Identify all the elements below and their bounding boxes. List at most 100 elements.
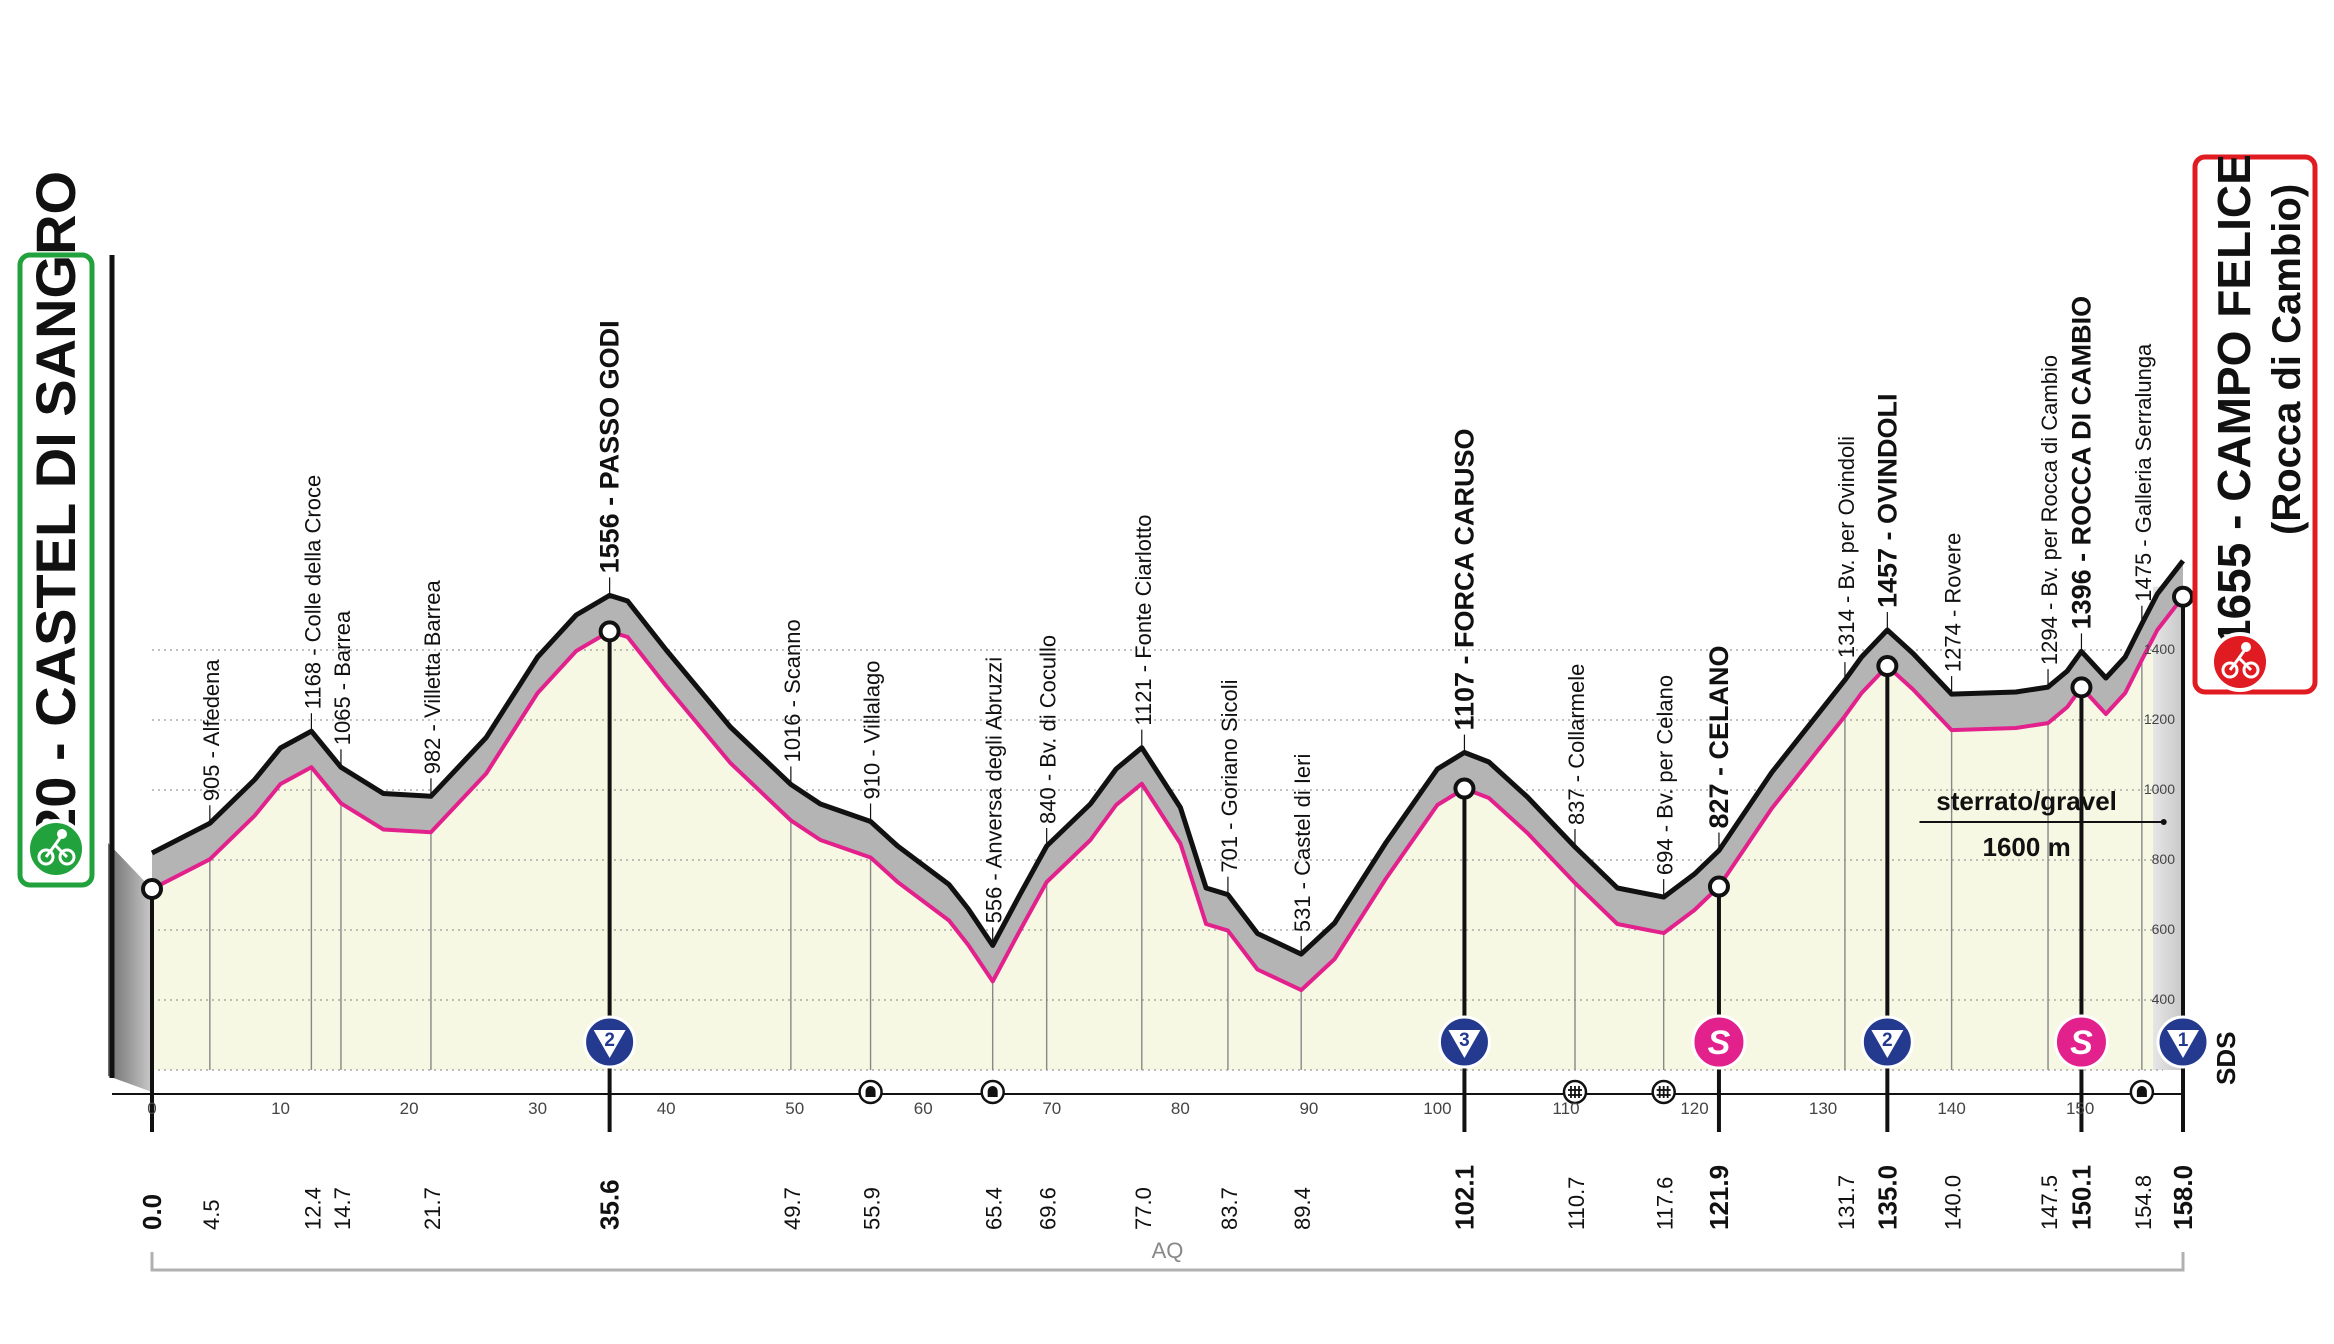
route-dot (598, 620, 621, 643)
finish-cyclist-glyph (2221, 642, 2260, 679)
waypoint-label: 701 - Goriano Sicoli (1217, 679, 1242, 872)
finish-label: 1655 - CAMPO FELICE (2208, 154, 2260, 645)
x-tick-label: 140 (1937, 1099, 1965, 1118)
x-tick-label: 150 (2066, 1099, 2094, 1118)
climb-triangle (1448, 1030, 1481, 1058)
gravel-length: 1600 m (1983, 832, 2071, 862)
x-tick-label: 20 (400, 1099, 419, 1118)
waypoint-label: 982 - Villetta Barrea (420, 579, 445, 774)
x-tick-label: 50 (785, 1099, 804, 1118)
km-label: 89.4 (1290, 1187, 1315, 1230)
y-tick-label: 600 (2152, 921, 2176, 937)
y-tick-label: 400 (2152, 991, 2176, 1007)
km-label: 77.0 (1131, 1187, 1156, 1230)
sds-logo: SDS (2211, 1032, 2241, 1085)
route-dot (1453, 777, 1476, 800)
km-label: 4.5 (199, 1199, 224, 1230)
km-label: 55.9 (860, 1187, 885, 1230)
waypoint-label: 837 - Collarmele (1564, 664, 1589, 825)
finish-sublabel: (Rocca di Cambio) (2265, 184, 2309, 535)
waypoint-label: 1107 - FORCA CARUSO (1449, 428, 1479, 730)
y-tick-label: 1200 (2144, 711, 2175, 727)
km-label: 14.7 (330, 1187, 355, 1230)
route-dot (2070, 676, 2093, 699)
waypoint-label: 1314 - Bv. per Ovindoli (1834, 436, 1859, 658)
tunnel-arch (865, 1086, 876, 1097)
km-label: 35.6 (595, 1179, 625, 1230)
waypoint-label: 556 - Anversa degli Abruzzi (982, 657, 1007, 924)
km-label: 12.4 (300, 1187, 325, 1230)
climb-category: 1 (2178, 1030, 2189, 1051)
y-tick-label: 1000 (2144, 781, 2175, 797)
climb-triangle (1871, 1030, 1904, 1058)
province-label: AQ (1152, 1238, 1184, 1263)
km-label: 49.7 (780, 1187, 805, 1230)
km-label: 140.0 (1941, 1175, 1966, 1230)
waypoint-label: 1274 - Rovere (1941, 533, 1966, 672)
km-label: 0.0 (137, 1194, 167, 1230)
climb-category: 2 (604, 1030, 615, 1051)
y-tick-label: 800 (2152, 851, 2176, 867)
route-dot (2172, 585, 2194, 608)
x-tick-label: 90 (1299, 1099, 1318, 1118)
y-tick-label: 1400 (2144, 641, 2175, 657)
profile-ridge (152, 560, 2183, 991)
x-tick-label: 0 (147, 1099, 156, 1118)
x-tick-label: 30 (528, 1099, 547, 1118)
sprint-badge-icon (2053, 1014, 2109, 1070)
route-dot (141, 878, 163, 900)
km-label: 21.7 (420, 1187, 445, 1230)
start-wall (108, 843, 152, 1092)
waypoint-label: 1121 - Fonte Ciarlotto (1131, 514, 1156, 725)
waypoint-label: 1168 - Colle della Croce (300, 475, 325, 709)
waypoint-label: 1556 - PASSO GODI (595, 320, 625, 573)
tunnel-arch (2136, 1086, 2147, 1097)
route-dot (1876, 655, 1899, 678)
x-tick-label: 80 (1171, 1099, 1190, 1118)
waypoint-label: 1016 - Scanno (780, 619, 805, 762)
climb-category: 2 (1882, 1030, 1893, 1051)
waypoint-label: 827 - CELANO (1704, 646, 1734, 829)
profile-outline (150, 559, 2185, 957)
km-label: 158.0 (2168, 1165, 2198, 1230)
gravel-end (2160, 819, 2167, 825)
sprint-badge-icon (1691, 1014, 1747, 1070)
x-tick-label: 40 (657, 1099, 676, 1118)
route-dot (1707, 875, 1730, 898)
finish-cyclist-icon (2210, 632, 2270, 692)
x-tick-label: 10 (271, 1099, 290, 1118)
finish-name: CAMPO FELICE (2208, 154, 2260, 502)
start-label: 820 - CASTEL DI SANGRO (24, 171, 87, 870)
route-line (151, 595, 2185, 993)
climb-triangle (593, 1030, 626, 1058)
sprint-label: S (2070, 1024, 2093, 1062)
start-name: CASTEL DI SANGRO (24, 171, 87, 727)
waypoint-label: 531 - Castel di Ieri (1290, 754, 1315, 933)
km-label: 69.6 (1036, 1187, 1061, 1230)
km-label: 154.8 (2131, 1175, 2156, 1230)
x-tick-label: 100 (1423, 1099, 1451, 1118)
km-label: 131.7 (1834, 1175, 1859, 1230)
finish-wall (2153, 586, 2183, 1070)
km-label: 102.1 (1449, 1165, 1479, 1230)
x-tick-label: 60 (914, 1099, 933, 1118)
finish-banner: 1655 - CAMPO FELICE (Rocca di Cambio) (2192, 154, 2318, 695)
waypoint-label: 905 - Alfedena (199, 659, 224, 802)
x-tick-label: 110 (1552, 1099, 1579, 1118)
start-cyclist-glyph (37, 829, 76, 866)
sprint-label: S (1708, 1024, 1731, 1062)
km-label: 65.4 (982, 1187, 1007, 1230)
waypoint-label: 1396 - ROCCA DI CAMBIO (2066, 296, 2096, 630)
km-label: 150.1 (2066, 1165, 2096, 1230)
x-tick-label: 70 (1042, 1099, 1061, 1118)
waypoint-label: 694 - Bv. per Celano (1653, 675, 1678, 875)
waypoint-label: 1475 - Galleria Serralunga (2131, 343, 2156, 602)
tunnel-arch (987, 1086, 998, 1097)
gravel-label: sterrato/gravel (1936, 786, 2117, 816)
km-label: 83.7 (1217, 1187, 1242, 1230)
x-tick-label: 130 (1809, 1099, 1837, 1118)
waypoint-label: 840 - Bv. di Cocullo (1036, 635, 1061, 824)
km-label: 147.5 (2037, 1175, 2062, 1230)
